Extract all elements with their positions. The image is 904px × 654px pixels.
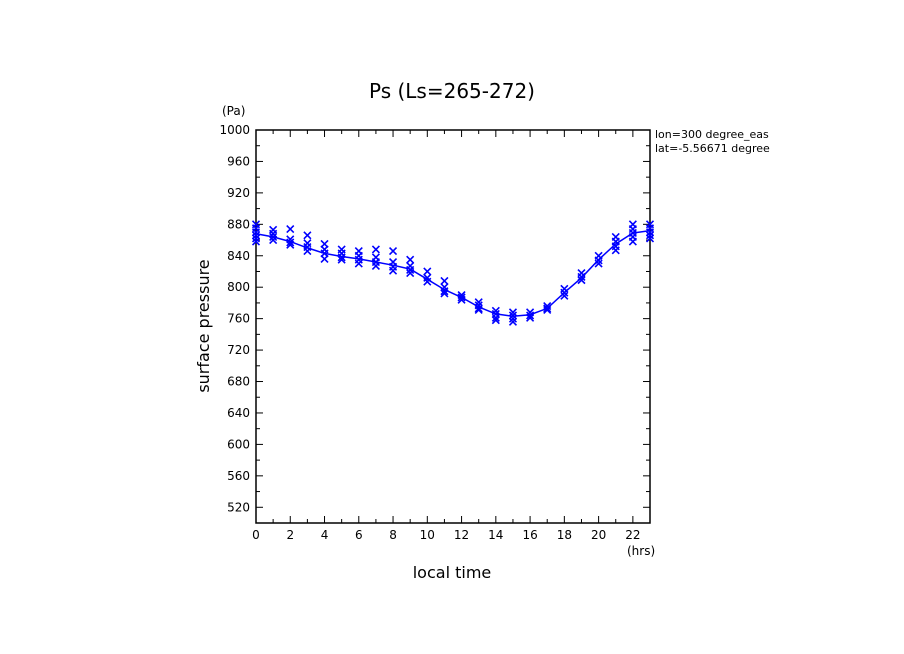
x-tick-label: 10 — [420, 528, 435, 542]
data-point-x-marker — [251, 231, 261, 240]
y-tick-label: 640 — [227, 406, 250, 420]
y-tick-label: 720 — [227, 343, 250, 357]
data-point-x-marker — [594, 256, 603, 265]
data-point-x-marker — [440, 287, 449, 296]
data-point-x-marker — [577, 276, 586, 285]
data-point-x-marker — [594, 259, 603, 268]
y-tick-label: 520 — [227, 500, 250, 514]
y-tick-label: 760 — [227, 312, 250, 326]
data-point-x-marker — [303, 246, 312, 256]
x-unit-label: (hrs) — [627, 544, 655, 558]
x-tick-label: 22 — [625, 528, 640, 542]
x-tick-label: 16 — [522, 528, 537, 542]
data-point-x-marker — [406, 268, 415, 278]
y-tick-label: 920 — [227, 186, 250, 200]
x-axis-label: local time — [413, 563, 492, 582]
data-point-x-marker — [286, 240, 295, 249]
x-tick-label: 4 — [321, 528, 329, 542]
data-point-x-marker — [474, 298, 483, 307]
annotation-lat: lat=-5.56671 degree — [655, 142, 770, 155]
data-point-x-marker — [508, 308, 518, 317]
data-point-x-marker — [543, 304, 552, 313]
data-point-x-marker — [611, 246, 620, 255]
data-point-x-marker — [354, 259, 363, 268]
data-point-x-marker — [423, 267, 432, 276]
data-point-x-marker — [560, 288, 569, 297]
data-point-x-marker — [457, 295, 466, 304]
y-tick-label: 800 — [227, 280, 250, 294]
data-point-x-marker — [406, 255, 415, 264]
data-point-x-marker — [526, 311, 535, 320]
data-point-x-marker — [645, 231, 655, 240]
data-point-x-marker — [371, 245, 380, 254]
data-point-x-marker — [337, 255, 346, 264]
data-point-x-marker — [577, 272, 586, 282]
data-point-x-marker — [303, 231, 312, 240]
series-line — [255, 229, 651, 318]
data-point-x-marker — [560, 291, 569, 300]
y-unit-label: (Pa) — [222, 104, 245, 118]
y-tick-label: 560 — [227, 469, 250, 483]
data-point-x-marker — [286, 238, 295, 247]
data-point-x-marker — [286, 224, 295, 234]
y-axis-label: surface pressure — [194, 259, 213, 392]
data-point-x-marker — [645, 234, 655, 243]
data-point-x-marker — [508, 311, 518, 320]
plot-area: 0 2 4 6 8 10 12 14 16 18 20 22 520 560 600 640 680 720 760… — [219, 123, 655, 542]
data-point-x-marker — [474, 305, 483, 315]
y-tick-label: 960 — [227, 154, 250, 168]
data-point-x-marker — [251, 237, 261, 246]
data-point-x-marker — [543, 305, 552, 315]
plot-frame — [255, 129, 651, 524]
data-point-x-marker — [440, 276, 449, 285]
y-tick-label: 840 — [227, 249, 250, 263]
data-point-x-marker — [508, 317, 518, 326]
data-point-x-marker — [251, 234, 261, 243]
data-point-x-marker — [269, 232, 278, 241]
x-tick-label: 20 — [591, 528, 606, 542]
data-point-x-marker — [423, 277, 432, 286]
data-point-x-marker — [320, 254, 329, 263]
y-tick-label: 680 — [227, 375, 250, 389]
y-tick-label: 880 — [227, 217, 250, 231]
data-point-x-marker — [474, 304, 483, 313]
x-tick-label: 18 — [557, 528, 572, 542]
data-point-x-marker — [251, 228, 261, 237]
x-tick-label: 12 — [454, 528, 469, 542]
data-point-x-marker — [526, 313, 535, 322]
y-tick-label: 1000 — [219, 123, 250, 137]
x-tick-label: 0 — [252, 528, 260, 542]
x-tick-label: 8 — [389, 528, 397, 542]
data-point-x-marker — [645, 228, 655, 237]
data-point-x-marker — [508, 314, 518, 323]
x-tick-label: 6 — [355, 528, 363, 542]
data-point-x-marker — [457, 293, 466, 302]
data-point-x-marker — [491, 306, 500, 315]
data-point-x-marker — [440, 289, 449, 298]
data-point-x-marker — [491, 313, 500, 322]
x-tick-label: 14 — [488, 528, 503, 542]
annotation-lon: lon=300 degree_eas — [655, 128, 769, 141]
data-point-x-marker — [337, 253, 346, 262]
data-point-x-marker — [269, 229, 278, 238]
data-point-x-marker — [628, 237, 637, 246]
data-point-x-marker — [406, 265, 415, 274]
data-point-x-marker — [269, 235, 278, 245]
data-point-x-marker — [388, 246, 398, 256]
chart-title: Ps (Ls=265-272) — [369, 79, 535, 103]
data-point-x-marker — [491, 316, 500, 325]
data-point-x-marker — [388, 266, 398, 275]
y-tick-label: 600 — [227, 437, 250, 451]
data-point-x-marker — [371, 261, 380, 271]
x-tick-label: 2 — [286, 528, 294, 542]
